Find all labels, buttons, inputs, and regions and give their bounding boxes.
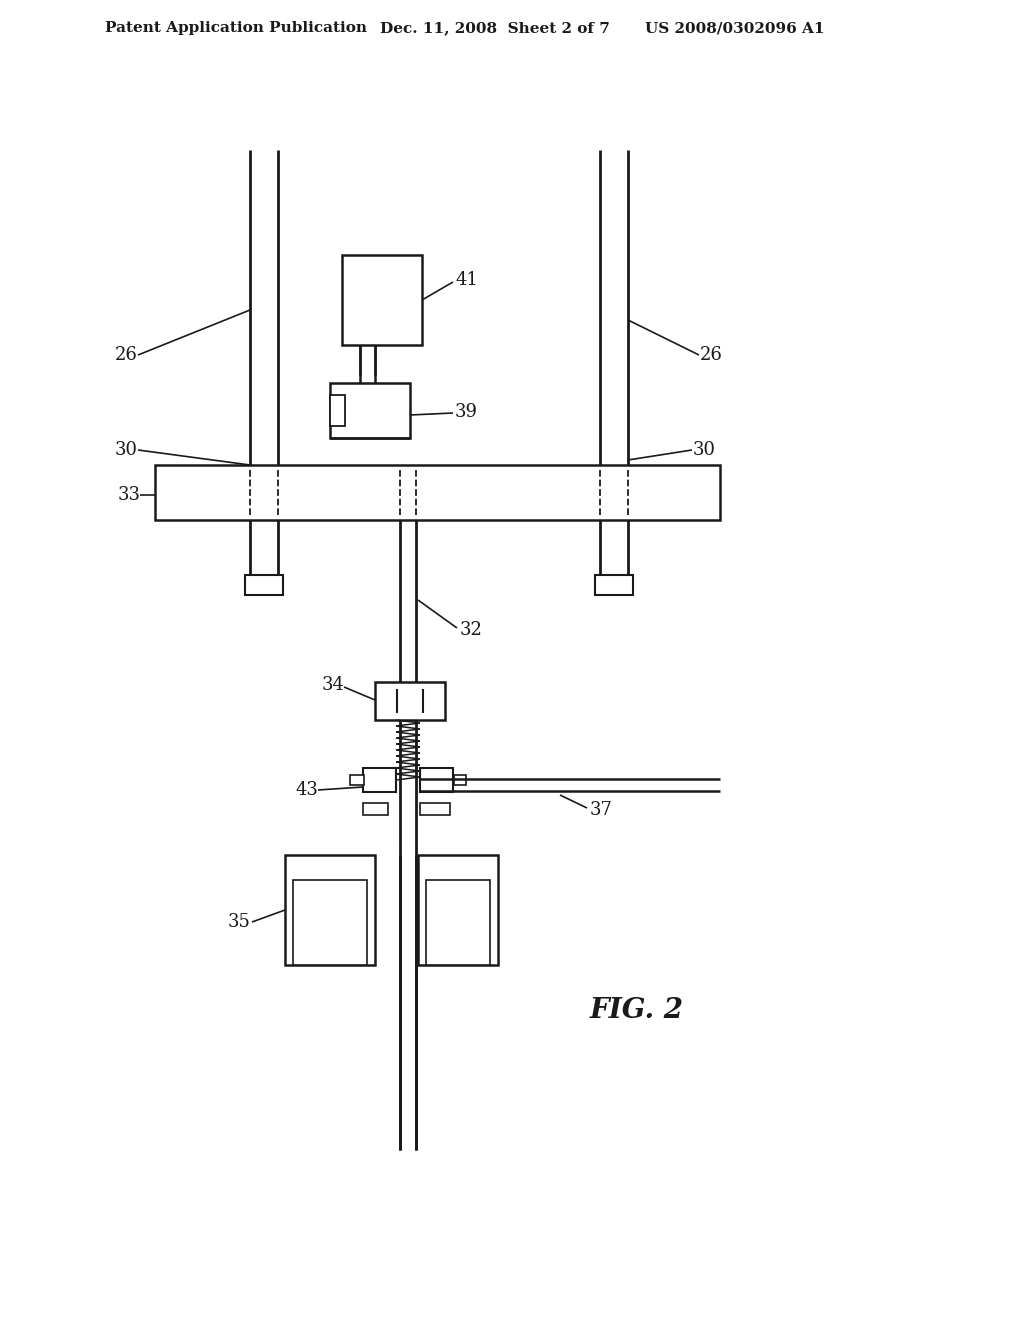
Circle shape xyxy=(378,401,398,421)
Bar xyxy=(155,465,720,520)
Text: 30: 30 xyxy=(693,441,716,459)
Bar xyxy=(420,768,453,792)
Bar xyxy=(426,880,490,965)
Bar xyxy=(595,576,633,595)
Text: 26: 26 xyxy=(700,346,723,364)
Text: FIG. 2: FIG. 2 xyxy=(590,997,684,1023)
Bar xyxy=(418,855,498,965)
Text: 35: 35 xyxy=(228,913,251,931)
Bar xyxy=(342,255,422,345)
Text: 34: 34 xyxy=(322,676,345,694)
Text: 32: 32 xyxy=(460,620,483,639)
Bar xyxy=(350,775,364,785)
Bar xyxy=(362,803,388,814)
Text: 43: 43 xyxy=(295,781,317,799)
Text: 39: 39 xyxy=(455,403,478,421)
Text: US 2008/0302096 A1: US 2008/0302096 A1 xyxy=(645,21,824,36)
Bar xyxy=(330,383,410,438)
Text: 33: 33 xyxy=(118,486,141,504)
Bar xyxy=(420,803,450,814)
Bar xyxy=(454,775,466,785)
Text: 41: 41 xyxy=(455,271,478,289)
Bar xyxy=(362,768,396,792)
Text: 26: 26 xyxy=(115,346,138,364)
Bar xyxy=(375,682,445,719)
Text: Patent Application Publication: Patent Application Publication xyxy=(105,21,367,36)
Text: 37: 37 xyxy=(590,801,613,818)
Text: Dec. 11, 2008  Sheet 2 of 7: Dec. 11, 2008 Sheet 2 of 7 xyxy=(380,21,610,36)
Bar xyxy=(293,880,367,965)
Text: 30: 30 xyxy=(115,441,138,459)
Bar xyxy=(330,395,345,426)
Bar xyxy=(245,576,283,595)
Bar xyxy=(285,855,375,965)
